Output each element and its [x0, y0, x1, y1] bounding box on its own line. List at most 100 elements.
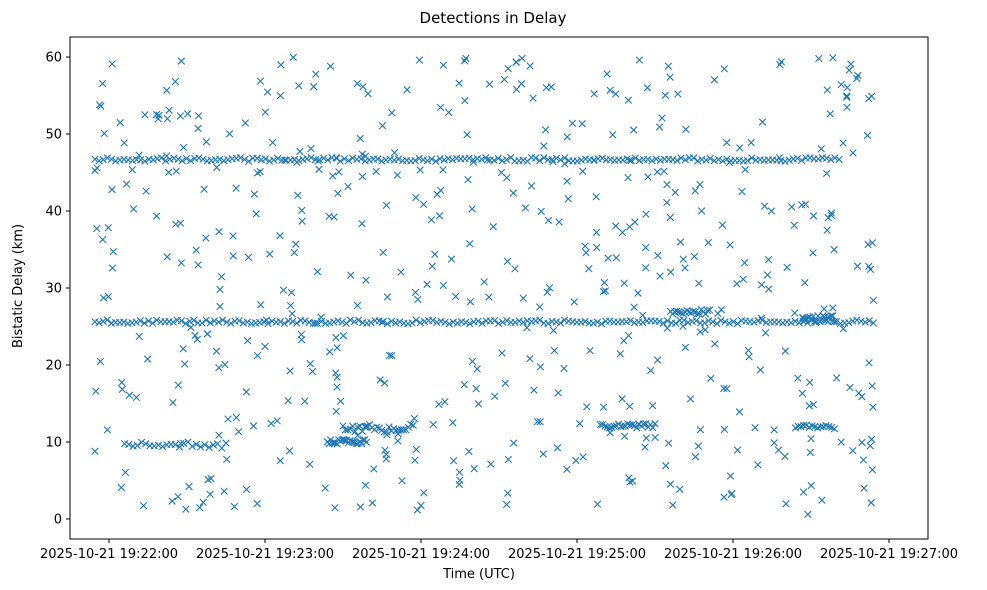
detection-marker — [641, 443, 649, 451]
detection-marker — [190, 316, 198, 324]
detection-marker — [330, 213, 338, 221]
detection-marker — [537, 207, 545, 216]
detection-marker — [644, 155, 652, 164]
detection-marker — [581, 317, 589, 326]
detection-marker — [544, 216, 553, 225]
detection-marker — [660, 167, 668, 175]
detection-marker — [628, 421, 636, 429]
detection-marker — [216, 302, 224, 311]
detection-marker — [807, 481, 815, 490]
detection-marker — [839, 139, 847, 147]
detection-marker — [333, 344, 341, 352]
detection-marker — [460, 381, 469, 389]
detection-marker — [677, 309, 685, 317]
detection-marker — [827, 209, 836, 217]
detection-marker — [449, 457, 458, 465]
detection-marker — [397, 268, 405, 276]
detection-marker — [209, 441, 218, 449]
detection-marker — [649, 424, 657, 432]
detection-marker — [610, 422, 618, 430]
detection-marker — [490, 156, 498, 165]
detection-marker — [287, 288, 296, 297]
detection-marker — [180, 439, 188, 447]
detection-marker — [473, 365, 481, 373]
detection-marker — [509, 439, 518, 447]
detection-marker — [598, 154, 606, 163]
x-tick-label: 2025-10-21 19:24:00 — [352, 547, 490, 562]
detection-marker — [519, 294, 527, 302]
detection-marker — [174, 381, 182, 389]
detection-marker — [865, 359, 873, 367]
detection-marker — [671, 188, 679, 197]
detection-marker — [308, 367, 317, 376]
detection-marker — [229, 232, 237, 240]
detection-marker — [733, 280, 741, 288]
detection-marker — [92, 387, 100, 395]
detection-marker — [319, 154, 328, 162]
detection-marker — [261, 342, 269, 351]
detection-marker — [483, 156, 491, 164]
detection-marker — [681, 156, 689, 164]
detection-marker — [822, 154, 831, 162]
detection-marker — [536, 303, 544, 311]
x-tick-label: 2025-10-21 19:26:00 — [664, 547, 802, 562]
detection-marker — [717, 305, 726, 314]
detection-marker — [529, 94, 537, 102]
detection-marker — [653, 356, 662, 364]
detection-marker — [447, 255, 456, 263]
detection-marker — [739, 275, 747, 283]
detection-marker — [136, 156, 145, 164]
detection-marker — [593, 318, 602, 326]
detection-marker — [168, 497, 176, 505]
detection-marker — [695, 310, 704, 318]
detection-marker — [451, 292, 460, 301]
detection-marker — [586, 346, 594, 355]
detection-marker — [423, 280, 431, 289]
detection-marker — [775, 154, 784, 162]
detection-marker — [108, 185, 116, 194]
detection-marker — [186, 157, 195, 165]
detection-marker — [480, 278, 488, 286]
detection-marker — [563, 177, 571, 185]
detection-marker — [215, 228, 223, 236]
detection-marker — [823, 226, 831, 234]
y-tick-label: 10 — [45, 435, 62, 450]
detection-marker — [409, 421, 417, 429]
detection-marker — [388, 351, 396, 360]
detection-marker — [501, 379, 510, 387]
detection-marker — [394, 437, 402, 445]
detection-marker — [412, 316, 420, 324]
detection-marker — [579, 167, 587, 175]
detection-marker — [163, 86, 171, 95]
x-axis: 2025-10-21 19:22:00 2025-10-21 19:23:00 20… — [40, 539, 958, 562]
detection-marker — [536, 316, 544, 324]
detection-marker — [590, 90, 598, 98]
detection-marker — [169, 398, 177, 407]
detection-marker — [758, 118, 767, 126]
detection-marker — [353, 79, 362, 88]
detection-marker — [193, 335, 202, 344]
detection-marker — [604, 254, 612, 262]
detection-marker — [344, 156, 353, 165]
detection-marker — [814, 155, 822, 163]
detection-marker — [468, 357, 477, 366]
detection-marker — [154, 441, 163, 449]
detection-marker — [592, 228, 601, 237]
detection-marker — [141, 157, 149, 165]
detection-marker — [420, 489, 428, 497]
x-tick-label: 2025-10-21 19:27:00 — [820, 547, 958, 562]
y-axis-label: Bistatic Delay (km) — [11, 224, 26, 348]
detection-marker — [431, 250, 439, 259]
detection-marker — [449, 419, 457, 427]
detection-marker — [854, 71, 862, 80]
detection-marker — [616, 350, 624, 358]
detection-marker — [530, 386, 538, 394]
detection-marker — [417, 501, 425, 510]
detection-marker — [808, 422, 816, 430]
detection-marker — [533, 418, 542, 426]
detection-marker — [539, 450, 547, 458]
detection-marker — [315, 165, 323, 173]
detection-marker — [118, 385, 127, 394]
detection-marker — [232, 184, 240, 192]
